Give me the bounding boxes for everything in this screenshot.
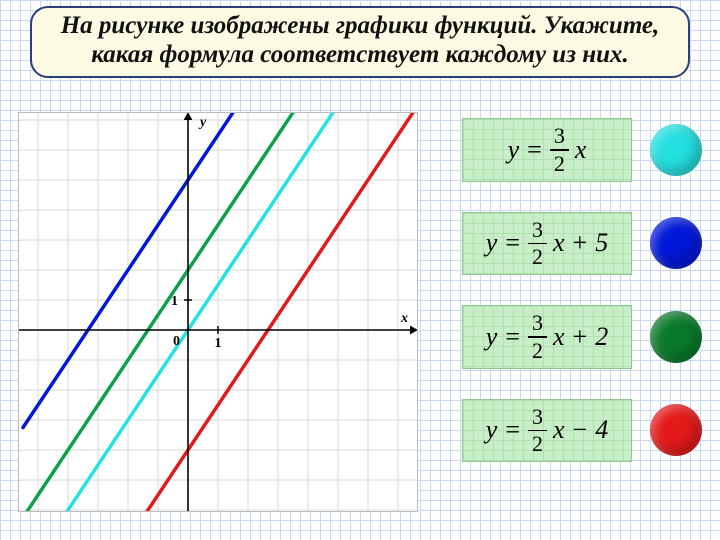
svg-text:1: 1 [215,336,222,351]
svg-text:y: y [198,115,207,130]
formula-row: y=32x+2 [432,305,702,369]
formula-list: y=32x y=32x+5 y=32x+2 y=32x−4 [432,118,702,462]
svg-text:x: x [400,311,408,326]
color-swatch[interactable] [650,404,702,456]
formula-expression: y=32x+5 [486,219,608,269]
color-swatch[interactable] [650,311,702,363]
formula-expression: y=32x−4 [486,406,608,456]
function-chart: 0 1 1 x y [18,112,418,512]
color-swatch[interactable] [650,217,702,269]
formula-row: y=32x+5 [432,212,702,276]
color-swatch[interactable] [650,124,702,176]
formula-box: y=32x+2 [462,305,632,369]
formula-expression: y=32x+2 [486,312,608,362]
formula-box: y=32x−4 [462,399,632,463]
formula-row: y=32x−4 [432,399,702,463]
svg-text:1: 1 [171,294,178,309]
title-text: На рисунке изображены графики функций. У… [50,12,670,70]
formula-box: y=32x+5 [462,212,632,276]
formula-box: y=32x [462,118,632,182]
formula-row: y=32x [432,118,702,182]
title-box: На рисунке изображены графики функций. У… [30,6,690,78]
svg-text:0: 0 [173,334,180,349]
formula-expression: y=32x [508,125,587,175]
